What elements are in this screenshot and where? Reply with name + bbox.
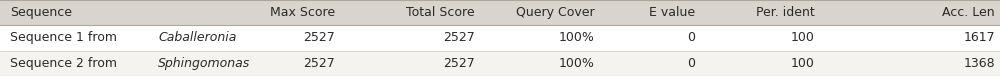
Text: Caballeronia: Caballeronia — [158, 31, 236, 45]
Text: Max Score: Max Score — [270, 6, 335, 19]
Text: 0: 0 — [687, 57, 695, 70]
Text: Sequence: Sequence — [10, 6, 72, 19]
Text: 1368: 1368 — [963, 57, 995, 70]
FancyBboxPatch shape — [0, 25, 1000, 51]
Text: Sequence 2 from: Sequence 2 from — [10, 57, 121, 70]
Text: Sphingomonas: Sphingomonas — [158, 57, 250, 70]
Text: 2527: 2527 — [443, 31, 475, 45]
Text: Acc. Len: Acc. Len — [942, 6, 995, 19]
Text: 2527: 2527 — [303, 31, 335, 45]
Text: 100: 100 — [791, 57, 815, 70]
Text: Per. ident: Per. ident — [756, 6, 815, 19]
Text: 100%: 100% — [559, 57, 595, 70]
Text: Query Cover: Query Cover — [516, 6, 595, 19]
Text: 100: 100 — [791, 31, 815, 45]
Text: E value: E value — [649, 6, 695, 19]
FancyBboxPatch shape — [0, 0, 1000, 25]
Text: Total Score: Total Score — [406, 6, 475, 19]
Text: 1617: 1617 — [963, 31, 995, 45]
Text: 2527: 2527 — [443, 57, 475, 70]
Text: 2527: 2527 — [303, 57, 335, 70]
Text: Sequence 1 from: Sequence 1 from — [10, 31, 121, 45]
Text: 0: 0 — [687, 31, 695, 45]
Text: 100%: 100% — [559, 31, 595, 45]
FancyBboxPatch shape — [0, 51, 1000, 76]
